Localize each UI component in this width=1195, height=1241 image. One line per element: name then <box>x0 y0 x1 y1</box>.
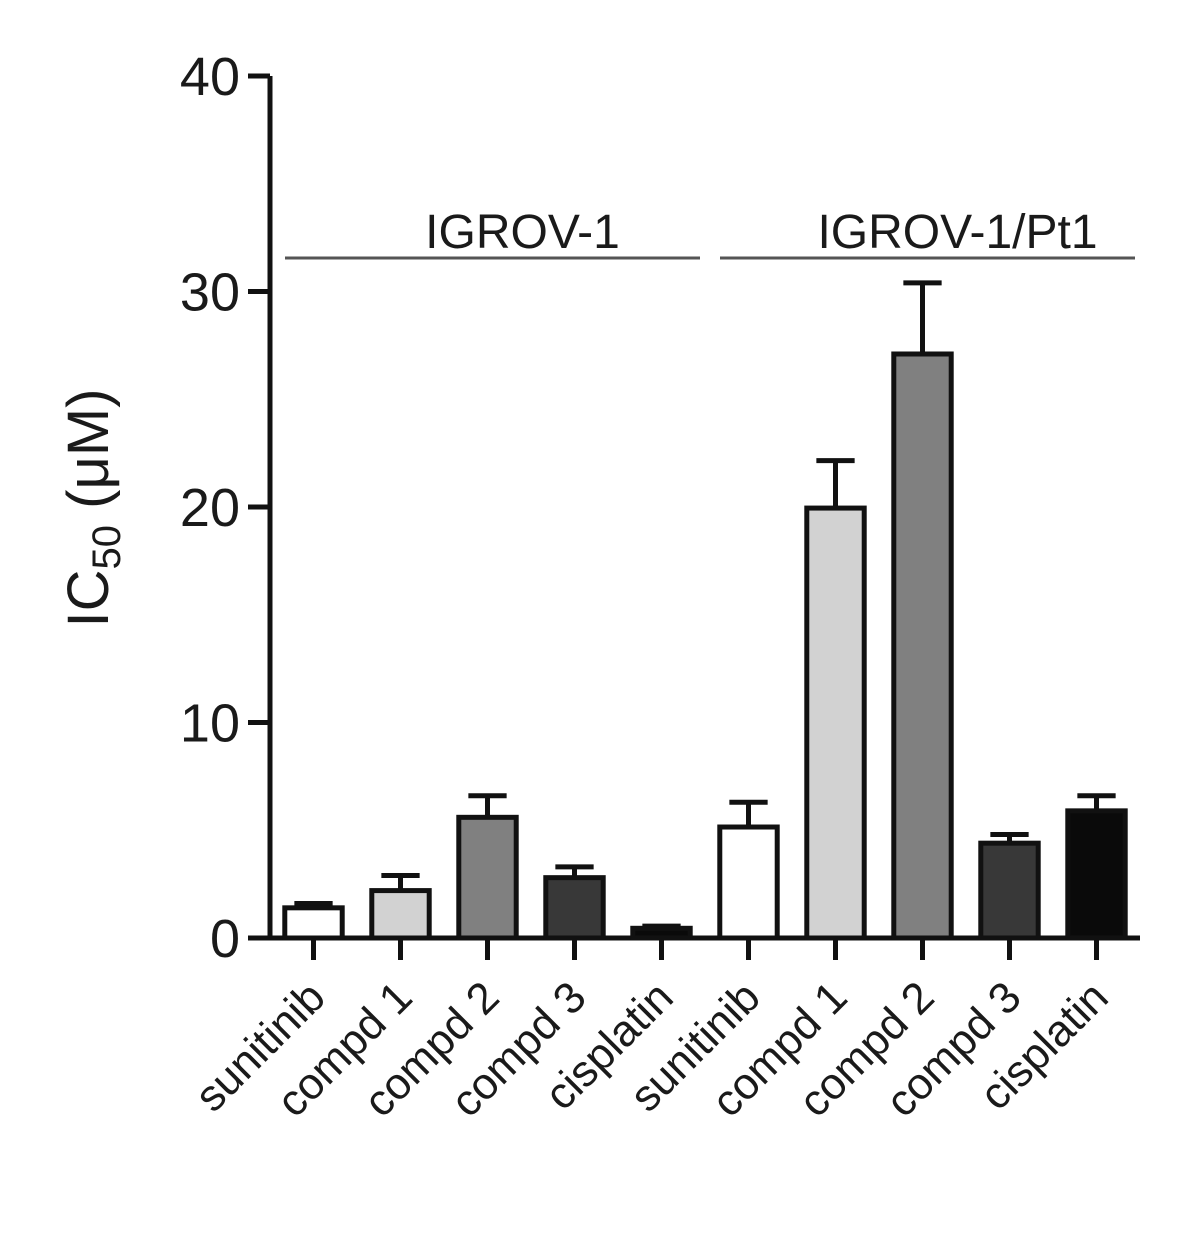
y-label-sub: 50 <box>85 525 129 570</box>
bar <box>891 351 954 941</box>
bar <box>282 905 345 941</box>
y-label-main: IC <box>56 569 121 627</box>
bar <box>543 875 606 941</box>
y-tick-label: 40 <box>180 47 240 107</box>
bar <box>804 505 867 941</box>
bar <box>1065 808 1128 941</box>
y-tick-label: 10 <box>180 694 240 754</box>
y-tick-label: 30 <box>180 263 240 323</box>
y-tick-label: 20 <box>180 478 240 538</box>
y-axis-label: IC50 (μM) <box>56 389 129 628</box>
bar <box>717 824 780 941</box>
bar <box>630 925 693 941</box>
bar <box>456 814 519 941</box>
group-label: IGROV-1 <box>425 206 620 259</box>
group-label: IGROV-1/Pt1 <box>817 206 1097 259</box>
y-tick-label: 0 <box>210 909 240 969</box>
bar <box>978 840 1041 941</box>
bar <box>369 888 432 941</box>
y-label-unit: (μM) <box>56 389 121 525</box>
